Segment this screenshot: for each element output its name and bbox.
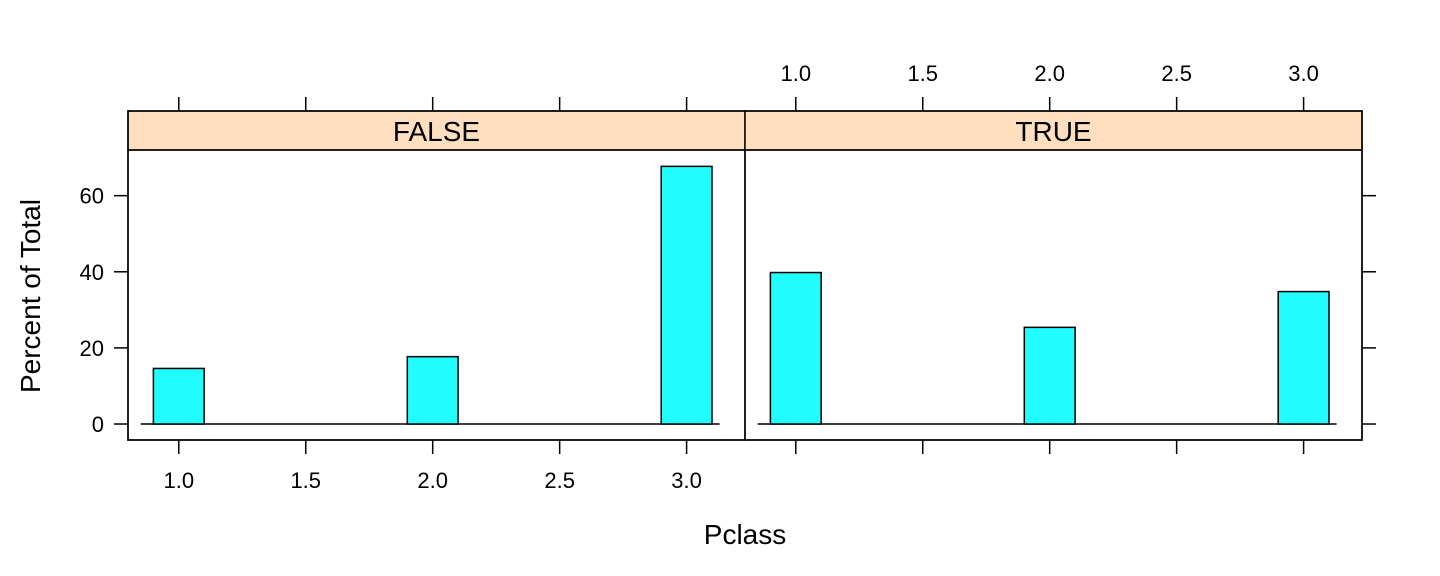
- x-tick-label: 2.5: [544, 468, 575, 493]
- x-tick-label: 2.0: [1034, 61, 1065, 86]
- y-tick-label: 0: [92, 412, 104, 437]
- bar: [406, 355, 459, 425]
- x-axis-label: Pclass: [704, 519, 786, 550]
- bar: [660, 165, 713, 425]
- panel-true: TRUE: [744, 110, 1363, 441]
- x-tick-label: 2.0: [417, 468, 448, 493]
- x-tick-label: 1.0: [163, 468, 194, 493]
- x-tick-label: 1.0: [780, 61, 811, 86]
- x-tick-label: 2.5: [1161, 61, 1192, 86]
- strip-label: FALSE: [393, 116, 480, 147]
- bar: [1277, 290, 1330, 425]
- x-tick-label: 1.5: [290, 468, 321, 493]
- panel-false: FALSE: [127, 110, 746, 441]
- y-tick-label: 40: [80, 260, 104, 285]
- strip-label: TRUE: [1015, 116, 1091, 147]
- bar: [769, 271, 822, 425]
- y-tick-label: 20: [80, 336, 104, 361]
- strip: [127, 110, 746, 151]
- x-tick-label: 3.0: [671, 468, 702, 493]
- x-tick-label: 1.5: [907, 61, 938, 86]
- outer-frame: [127, 110, 1363, 441]
- y-tick-label: 60: [80, 184, 104, 209]
- bar: [1023, 326, 1076, 425]
- x-tick-label: 3.0: [1288, 61, 1319, 86]
- y-axis-label: Percent of Total: [15, 199, 46, 393]
- axes: 1.0 1.5 2.0 2.5 3.0 1.0 1.5 2.0 2.5 3.0 0 20 40 60: [80, 61, 1376, 493]
- bar: [152, 367, 205, 425]
- panels: FALSE TRUE: [127, 110, 1363, 441]
